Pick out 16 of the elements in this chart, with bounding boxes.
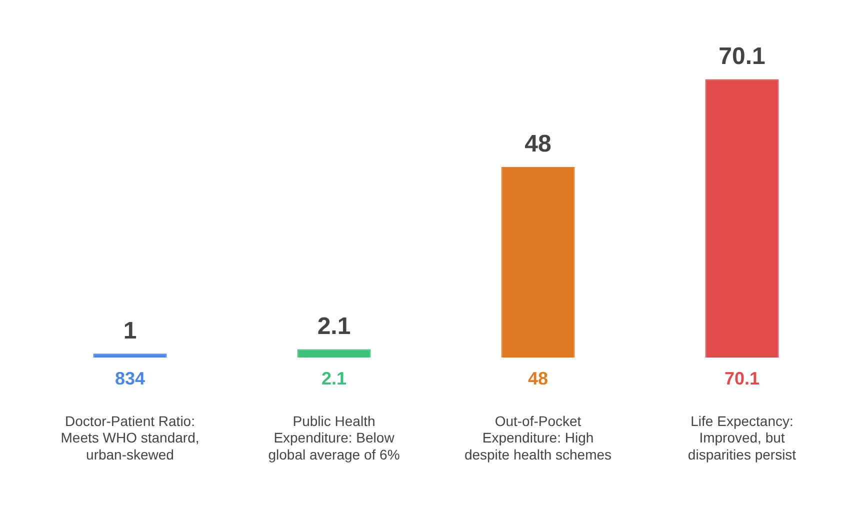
bar <box>705 79 779 358</box>
x-tick-label: Public Health Expenditure: Below global average of 6% <box>268 412 400 462</box>
text: 2.1 <box>321 368 347 389</box>
data-label: 48 <box>524 130 552 158</box>
text: 70.1 <box>724 368 760 389</box>
bar <box>297 349 371 358</box>
x-tick-label: Life Expectancy: Improved, but disparities persist <box>688 412 796 462</box>
text: 48 <box>528 368 548 389</box>
x-tick-label: Out-of-Pocket Expenditure: High despite health schemes <box>464 412 612 462</box>
data-label: 2.1 <box>317 312 351 340</box>
text: 834 <box>114 368 146 389</box>
x-tick-label: Doctor-Patient Ratio: Meets WHO standard, urban-skewed <box>60 412 200 462</box>
bar <box>93 354 167 358</box>
data-label: 1 <box>123 317 137 344</box>
data-label: 70.1 <box>718 42 766 70</box>
bar <box>501 167 575 358</box>
